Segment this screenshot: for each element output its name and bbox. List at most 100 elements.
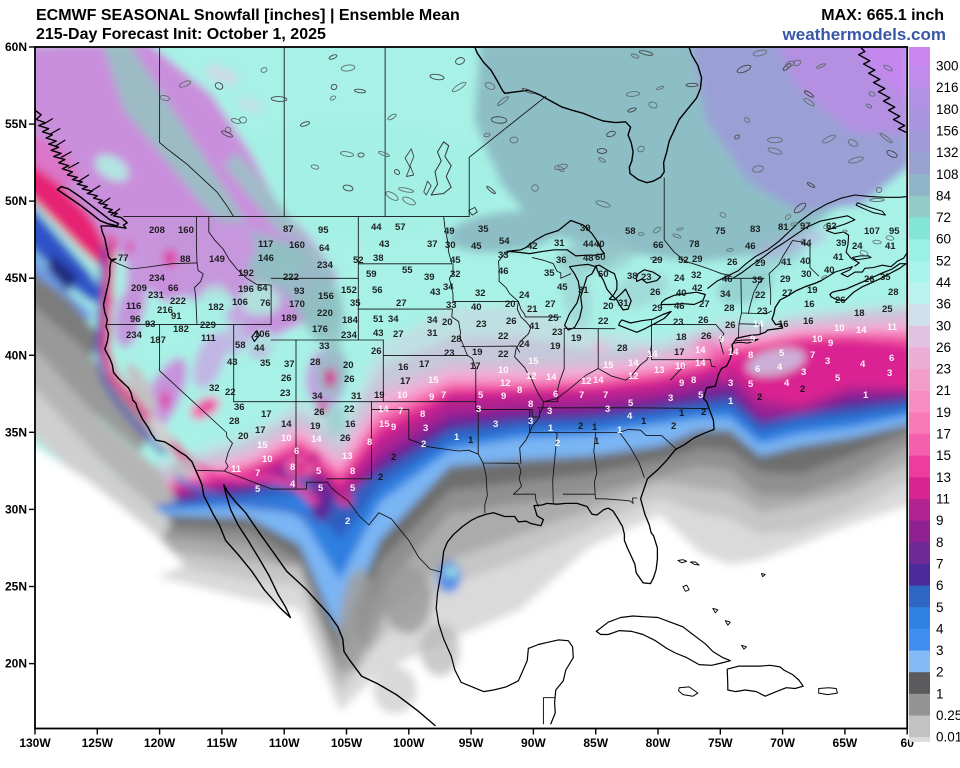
svg-text:26: 26	[698, 315, 709, 326]
svg-text:146: 146	[258, 253, 274, 264]
svg-text:222: 222	[170, 296, 186, 307]
svg-text:19: 19	[374, 390, 385, 401]
svg-text:66: 66	[653, 240, 664, 251]
svg-text:2: 2	[671, 421, 676, 432]
svg-text:5: 5	[316, 466, 322, 477]
svg-text:25: 25	[548, 313, 559, 324]
svg-text:36: 36	[936, 297, 951, 312]
svg-text:110W: 110W	[269, 736, 300, 750]
svg-text:5: 5	[779, 348, 785, 359]
svg-text:6: 6	[936, 578, 944, 593]
svg-text:35: 35	[350, 298, 361, 309]
svg-text:9: 9	[391, 422, 396, 433]
svg-text:70W: 70W	[770, 736, 795, 750]
svg-text:0.01: 0.01	[936, 730, 960, 745]
svg-text:209: 209	[131, 283, 147, 294]
svg-text:5: 5	[835, 373, 841, 384]
svg-text:23: 23	[673, 317, 684, 328]
svg-text:85W: 85W	[583, 736, 608, 750]
svg-text:12: 12	[581, 376, 592, 387]
svg-text:8: 8	[748, 350, 753, 361]
svg-text:39: 39	[580, 223, 591, 234]
svg-text:7: 7	[936, 557, 944, 572]
svg-text:54: 54	[499, 236, 510, 247]
svg-text:29: 29	[652, 255, 663, 266]
svg-text:34: 34	[720, 289, 731, 300]
svg-text:55: 55	[402, 265, 413, 276]
svg-text:28: 28	[451, 334, 462, 345]
svg-text:60: 60	[936, 232, 951, 247]
svg-text:108: 108	[936, 167, 959, 182]
svg-text:8: 8	[420, 409, 425, 420]
svg-text:58: 58	[235, 340, 246, 351]
svg-text:1: 1	[728, 396, 734, 407]
svg-text:66: 66	[168, 283, 179, 294]
svg-text:2: 2	[578, 421, 583, 432]
svg-text:16: 16	[803, 316, 814, 327]
svg-text:208: 208	[149, 225, 165, 236]
svg-text:43: 43	[379, 239, 390, 250]
svg-text:46: 46	[674, 301, 685, 312]
svg-text:29: 29	[692, 254, 703, 265]
svg-text:26: 26	[835, 295, 846, 306]
svg-text:116: 116	[126, 301, 141, 312]
svg-text:43: 43	[373, 328, 384, 339]
svg-text:7: 7	[603, 390, 608, 401]
svg-text:28: 28	[310, 357, 321, 368]
svg-text:19: 19	[472, 347, 483, 358]
svg-text:30N: 30N	[5, 502, 27, 516]
svg-text:14: 14	[753, 319, 764, 330]
svg-text:26: 26	[314, 407, 325, 418]
svg-text:14: 14	[593, 375, 604, 386]
svg-text:19: 19	[550, 341, 561, 352]
svg-text:43: 43	[227, 357, 238, 368]
svg-text:182: 182	[173, 324, 189, 335]
svg-text:14: 14	[311, 434, 322, 445]
svg-text:34: 34	[312, 391, 323, 402]
svg-text:4: 4	[627, 411, 633, 422]
svg-text:60N: 60N	[5, 40, 27, 54]
svg-text:23: 23	[444, 348, 455, 359]
svg-text:64: 64	[257, 283, 268, 294]
svg-text:65W: 65W	[833, 736, 858, 750]
svg-text:189: 189	[281, 313, 297, 324]
svg-text:23: 23	[280, 388, 291, 399]
svg-text:15: 15	[528, 356, 539, 367]
svg-text:72: 72	[936, 210, 951, 225]
svg-text:33: 33	[446, 300, 457, 311]
svg-text:19: 19	[936, 405, 951, 420]
svg-text:9: 9	[750, 334, 755, 345]
svg-text:132: 132	[936, 145, 959, 160]
svg-text:35N: 35N	[5, 425, 27, 439]
svg-text:100W: 100W	[393, 736, 425, 750]
svg-text:28: 28	[888, 287, 899, 298]
svg-text:13: 13	[654, 365, 665, 376]
svg-text:16: 16	[804, 299, 815, 310]
svg-text:75W: 75W	[708, 736, 733, 750]
svg-text:87: 87	[283, 224, 294, 235]
svg-text:34: 34	[427, 315, 438, 326]
svg-text:3: 3	[825, 356, 830, 367]
svg-text:23: 23	[936, 362, 951, 377]
svg-text:27: 27	[396, 298, 407, 309]
svg-text:23: 23	[757, 306, 768, 317]
svg-text:1: 1	[863, 390, 869, 401]
svg-text:42: 42	[692, 283, 703, 294]
svg-text:8: 8	[936, 535, 944, 550]
svg-text:13: 13	[342, 451, 353, 462]
svg-text:93: 93	[145, 319, 156, 330]
svg-text:26: 26	[344, 374, 355, 385]
svg-text:14: 14	[856, 325, 867, 336]
svg-text:58: 58	[625, 226, 636, 237]
svg-text:19: 19	[571, 333, 582, 344]
svg-text:6: 6	[553, 389, 558, 400]
svg-text:6: 6	[889, 353, 894, 364]
svg-text:2: 2	[421, 439, 426, 450]
svg-text:196: 196	[238, 284, 254, 295]
svg-text:33: 33	[319, 341, 330, 352]
svg-text:15: 15	[257, 440, 268, 451]
svg-text:83: 83	[750, 224, 761, 235]
svg-text:35: 35	[752, 275, 763, 286]
svg-text:3: 3	[547, 406, 552, 417]
svg-text:20: 20	[238, 431, 249, 442]
